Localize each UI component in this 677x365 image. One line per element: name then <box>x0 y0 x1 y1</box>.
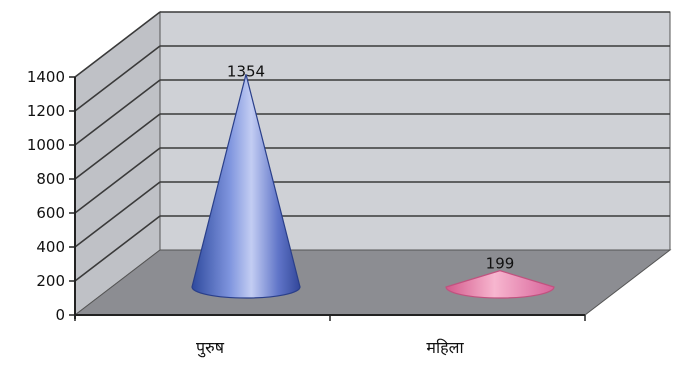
axes <box>74 77 586 321</box>
y-tick-label: 0 <box>55 306 65 324</box>
y-tick-label: 1000 <box>27 136 65 154</box>
y-tick-label: 600 <box>36 204 65 222</box>
data-label-purush: 1354 <box>227 62 265 80</box>
gridline-side <box>74 215 161 282</box>
gridline-side <box>74 147 161 214</box>
gridline-side <box>74 79 161 146</box>
gridline-side <box>74 11 161 78</box>
y-tick-label: 1200 <box>27 102 65 120</box>
gridline-side <box>74 181 161 248</box>
x-axis-categories: पुरुष महिला <box>196 338 464 358</box>
y-tick-label: 800 <box>36 170 65 188</box>
y-tick-label: 1400 <box>27 68 65 86</box>
x-category-label: पुरुष <box>196 338 225 358</box>
data-label-mahila: 199 <box>486 255 515 273</box>
cone-mahila <box>445 270 555 299</box>
x-category-label: महिला <box>426 338 464 357</box>
cone-purush-body <box>191 74 301 299</box>
cone-purush <box>191 74 301 299</box>
y-tick-label: 400 <box>36 238 65 256</box>
cone-mahila-body <box>445 270 555 299</box>
data-labels: 1354 199 <box>227 62 514 272</box>
y-axis-ticks: 0 200 400 600 800 1000 1200 1400 <box>27 68 75 324</box>
cones <box>191 74 555 299</box>
floor <box>73 249 672 316</box>
gridline-side <box>74 45 161 112</box>
gridline-side <box>74 113 161 180</box>
y-tick-label: 200 <box>36 272 65 290</box>
